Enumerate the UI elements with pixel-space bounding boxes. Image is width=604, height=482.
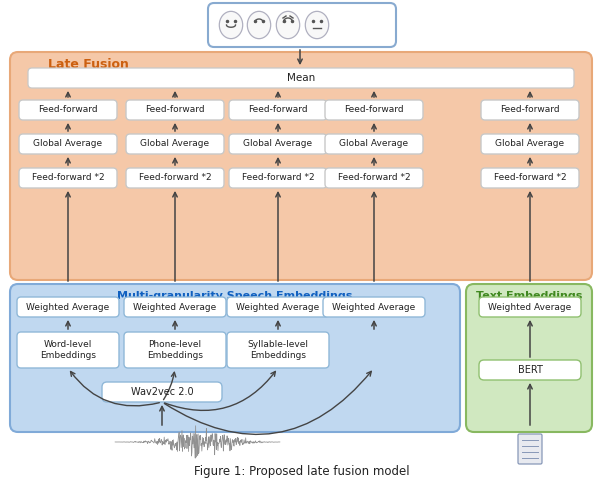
FancyBboxPatch shape	[466, 284, 592, 432]
Text: Word-level
Embeddings: Word-level Embeddings	[40, 340, 96, 360]
FancyBboxPatch shape	[518, 434, 542, 464]
Text: Global Average: Global Average	[141, 139, 210, 148]
Text: Syllable-level
Embeddings: Syllable-level Embeddings	[248, 340, 309, 360]
FancyBboxPatch shape	[229, 100, 327, 120]
Ellipse shape	[305, 12, 329, 39]
FancyBboxPatch shape	[229, 134, 327, 154]
FancyBboxPatch shape	[481, 134, 579, 154]
FancyBboxPatch shape	[126, 168, 224, 188]
FancyBboxPatch shape	[323, 297, 425, 317]
FancyBboxPatch shape	[124, 297, 226, 317]
FancyBboxPatch shape	[126, 100, 224, 120]
FancyBboxPatch shape	[208, 3, 396, 47]
Ellipse shape	[247, 12, 271, 39]
FancyBboxPatch shape	[479, 360, 581, 380]
FancyBboxPatch shape	[325, 100, 423, 120]
FancyBboxPatch shape	[19, 168, 117, 188]
Text: Feed-forward: Feed-forward	[344, 106, 404, 115]
FancyBboxPatch shape	[325, 134, 423, 154]
Text: Late Fusion: Late Fusion	[48, 58, 129, 71]
FancyBboxPatch shape	[229, 168, 327, 188]
Text: Text Embeddings: Text Embeddings	[476, 291, 582, 301]
FancyBboxPatch shape	[28, 68, 574, 88]
Text: Figure 1: Proposed late fusion model: Figure 1: Proposed late fusion model	[194, 466, 410, 479]
FancyBboxPatch shape	[17, 332, 119, 368]
FancyBboxPatch shape	[19, 134, 117, 154]
Text: Mean: Mean	[287, 73, 315, 83]
FancyBboxPatch shape	[10, 284, 460, 432]
Text: Weighted Average: Weighted Average	[332, 303, 416, 311]
Text: Feed-forward: Feed-forward	[248, 106, 308, 115]
FancyBboxPatch shape	[227, 332, 329, 368]
Text: Feed-forward *2: Feed-forward *2	[139, 174, 211, 183]
Text: Multi-granularity Speech Embeddings: Multi-granularity Speech Embeddings	[117, 291, 353, 301]
Text: Weighted Average: Weighted Average	[27, 303, 109, 311]
FancyBboxPatch shape	[17, 297, 119, 317]
Text: Global Average: Global Average	[339, 139, 408, 148]
FancyBboxPatch shape	[481, 168, 579, 188]
FancyBboxPatch shape	[19, 100, 117, 120]
Text: BERT: BERT	[518, 365, 542, 375]
Ellipse shape	[276, 12, 300, 39]
Text: Weighted Average: Weighted Average	[236, 303, 320, 311]
Text: Phone-level
Embeddings: Phone-level Embeddings	[147, 340, 203, 360]
FancyBboxPatch shape	[227, 297, 329, 317]
Text: Feed-forward: Feed-forward	[500, 106, 560, 115]
Text: Feed-forward: Feed-forward	[38, 106, 98, 115]
Text: Weighted Average: Weighted Average	[133, 303, 217, 311]
Text: Feed-forward *2: Feed-forward *2	[338, 174, 410, 183]
Ellipse shape	[219, 12, 243, 39]
Text: Feed-forward *2: Feed-forward *2	[493, 174, 567, 183]
Text: Global Average: Global Average	[33, 139, 103, 148]
Text: Global Average: Global Average	[495, 139, 565, 148]
FancyBboxPatch shape	[325, 168, 423, 188]
Text: Feed-forward *2: Feed-forward *2	[31, 174, 104, 183]
Text: Weighted Average: Weighted Average	[489, 303, 571, 311]
FancyBboxPatch shape	[102, 382, 222, 402]
Text: Feed-forward: Feed-forward	[145, 106, 205, 115]
Text: Wav2vec 2.0: Wav2vec 2.0	[130, 387, 193, 397]
FancyBboxPatch shape	[10, 52, 592, 280]
FancyBboxPatch shape	[479, 297, 581, 317]
FancyBboxPatch shape	[481, 100, 579, 120]
FancyBboxPatch shape	[126, 134, 224, 154]
FancyBboxPatch shape	[124, 332, 226, 368]
Text: Global Average: Global Average	[243, 139, 312, 148]
Text: Feed-forward *2: Feed-forward *2	[242, 174, 314, 183]
